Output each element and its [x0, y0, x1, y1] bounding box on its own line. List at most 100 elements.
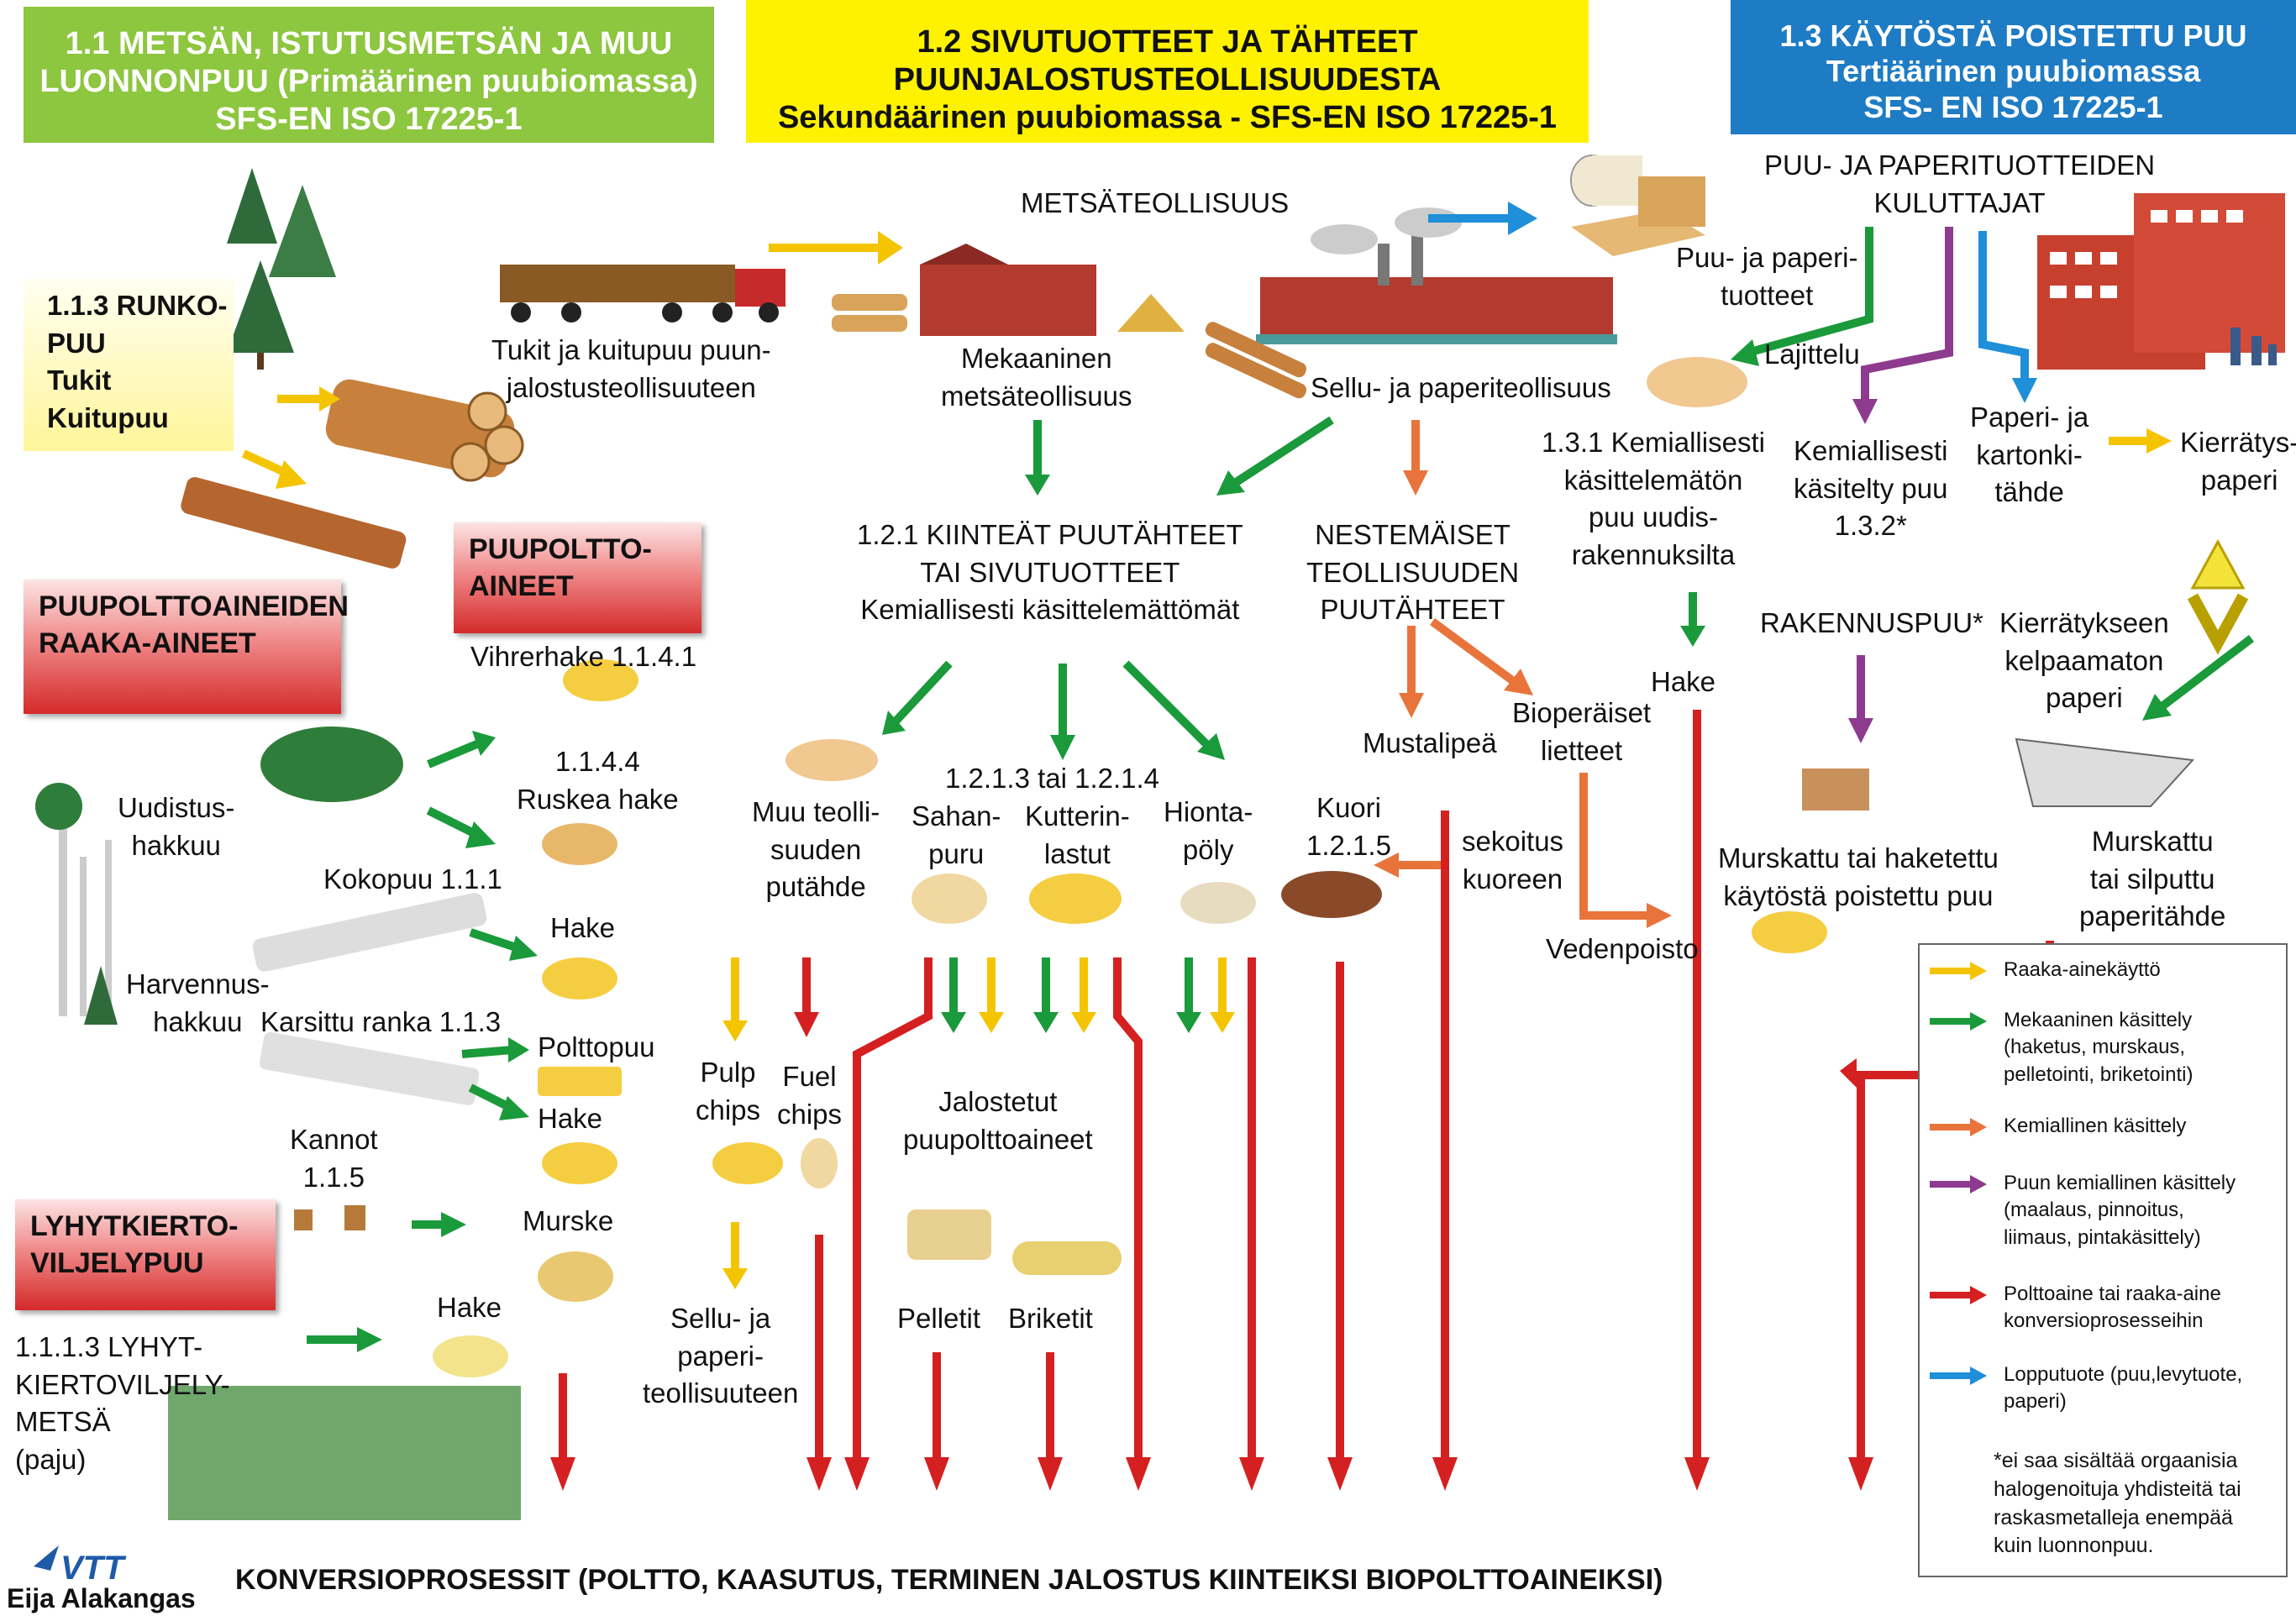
crushed-used-wood-label: Murskattu tai haketettu käytöstä poistet…	[1718, 842, 1999, 911]
logs-icon	[1205, 322, 1307, 399]
green-arrow-icon	[1930, 1012, 1987, 1031]
legend-text: Kemiallinen käsittely	[2004, 1115, 2187, 1137]
header-primary-line2: LUONNONPUU (Primäärinen puubiomassa)	[39, 63, 698, 99]
apartment-buildings-icon	[2037, 193, 2285, 370]
header-primary-line1: 1.1 METSÄN, ISTUTUSMETSÄN JA MUU	[65, 26, 673, 61]
black-liquor-label: Mustalipeä	[1363, 727, 1497, 758]
whole-tree-bundle-icon	[252, 893, 487, 972]
furniture-icon	[1802, 769, 1869, 810]
to-pulp-paper-industry-label: Sellu- ja paperi- teollisuuteen	[643, 1303, 799, 1409]
green-chips-pile-icon	[260, 727, 403, 802]
short-rotation-forest-label: 1.1.1.3 LYHYT- KIERTOVILJELY- METSÄ (paj…	[15, 1331, 230, 1475]
recycled-paper-label: Kierrätys- paperi	[2180, 427, 2296, 496]
solid-residues-label: 1.2.1 KIINTEÄT PUUTÄHTEET TAI SIVUTUOTTE…	[857, 519, 1243, 626]
wood-paper-products-label: Puu- ja paperi- tuotteet	[1676, 242, 1858, 311]
sawdust-label: Sahan- puru	[912, 800, 1001, 869]
vtt-logo-text: VTT	[60, 1550, 127, 1587]
other-industry-residue-label: Muu teolli- suuden putähde	[752, 796, 880, 903]
legend-text: Puun kemiallinen käsittely (maalaus, pin…	[2004, 1172, 2236, 1249]
briquettes-label: Briketit	[1008, 1303, 1093, 1334]
orange-arrows	[1374, 420, 1672, 928]
recycle-symbol-icon	[2187, 538, 2249, 655]
delimbed-stem-bundle-icon	[259, 1031, 480, 1105]
header-secondary-biomass: 1.2 SIVUTUOTTEET JA TÄHTEET PUUNJALOSTUS…	[746, 0, 1589, 143]
legend-text: Polttoaine tai raaka-aine konversioprose…	[2004, 1283, 2221, 1333]
header-primary-biomass: 1.1 METSÄN, ISTUTUSMETSÄN JA MUU LUONNON…	[24, 7, 714, 143]
conversion-processes-title: KONVERSIOPROSESSIT (POLTTO, KAASUTUS, TE…	[235, 1564, 1663, 1596]
chips-label-3: Hake	[538, 1103, 603, 1134]
legend-text: Mekaaninen käsittely (haketus, murskaus,…	[2004, 1009, 2194, 1086]
stumps-label: Kannot 1.1.5	[290, 1124, 378, 1193]
chips-tertiary-label: Hake	[1651, 666, 1716, 697]
short-rotation-box: LYHYTKIERTO- VILJELYPUU	[15, 1199, 276, 1310]
dewatering-label: Vedenpoisto	[1546, 933, 1699, 964]
pulpwood-pile-icon	[181, 476, 407, 569]
wood-fuels-box: PUUPOLTTO- AINEET	[454, 522, 701, 633]
non-recyclable-paper-label: Kierrätykseen kelpaamaton paperi	[1999, 607, 2169, 714]
timber-truck-icon	[500, 265, 785, 323]
regeneration-felling-label: Uudistus- hakkuu	[118, 792, 235, 861]
crushed-wood-label: Murske	[523, 1205, 614, 1236]
runkopuu-box: 1.1.3 RUNKO- PUU Tukit Kuitupuu	[24, 279, 234, 451]
green-arrows	[307, 227, 2255, 1352]
header-tertiary-line2: Tertiäärinen puubiomassa	[1826, 54, 2201, 89]
thinning-label: Harvennus- hakkuu	[126, 968, 270, 1037]
purple-arrows	[1848, 227, 1953, 743]
sanding-dust-label: Hionta- pöly	[1164, 796, 1253, 865]
orange-arrow-icon	[1930, 1118, 1987, 1136]
legend-text: Raaka-ainekäyttö	[2004, 958, 2161, 981]
family-icon	[2230, 328, 2277, 365]
planer-shavings-label: Kutterin- lastut	[1025, 800, 1130, 869]
whole-tree-label: Kokopuu 1.1.1	[323, 863, 502, 894]
author-label: Eija Alakangas	[7, 1583, 196, 1613]
chips-icons	[433, 357, 2195, 1377]
header-secondary-line1: 1.2 SIVUTUOTTEET JA TÄHTEET	[917, 24, 1418, 60]
blue-arrows	[1428, 202, 2037, 403]
blue-arrow-icon	[1930, 1367, 1987, 1385]
logs-to-industry-label: Tukit ja kuitupuu puun- jalostusteollisu…	[491, 334, 771, 403]
vtt-logo-icon: VTT	[34, 1545, 127, 1587]
legend: Raaka-ainekäyttö Mekaaninen käsittely (h…	[1918, 943, 2288, 1577]
raw-materials-box: PUUPOLTTOAINEIDEN RAAKA-AINEET	[24, 580, 349, 714]
pellets-label: Pelletit	[897, 1303, 981, 1334]
fuel-chips-label: Fuel chips	[777, 1061, 843, 1130]
legend-text: Lopputuote (puu,levytuote, paperi)	[2004, 1363, 2243, 1414]
purple-arrow-icon	[1930, 1175, 1987, 1193]
pulp-mill-icon	[1256, 207, 1617, 344]
spruce-trees-icon	[227, 168, 336, 370]
yellow-arrow-icon	[1930, 962, 1987, 980]
pulp-paper-industry-label: Sellu- ja paperiteollisuus	[1311, 372, 1611, 403]
treated-wood-label: Kemiallisesti käsitelty puu 1.3.2*	[1794, 435, 1948, 542]
red-arrow-icon	[1930, 1286, 1987, 1304]
paper-board-residue-label: Paperi- ja kartonki- tähde	[1970, 401, 2089, 508]
liquid-residues-label: NESTEMÄISET TEOLLISUUDEN PUUTÄHTEET	[1306, 519, 1520, 626]
log-pile-icon	[325, 379, 524, 482]
construction-wood-label: RAKENNUSPUU*	[1760, 607, 1983, 638]
header-tertiary-line1: 1.3 KÄYTÖSTÄ POISTETTU PUU	[1779, 18, 2247, 53]
mechanical-industry-label: Mekaaninen metsäteollisuus	[941, 343, 1132, 412]
untreated-demolition-wood-label: 1.3.1 Kemiallisesti käsittelemätön puu u…	[1542, 427, 1765, 570]
header-secondary-line3: Sekundäärinen puubiomassa - SFS-EN ISO 1…	[777, 99, 1558, 135]
green-chips-label: Vihrerhake 1.1.4.1	[470, 641, 697, 672]
chips-label-4: Hake	[437, 1292, 502, 1323]
header-tertiary-line3: SFS- EN ISO 17225-1	[1863, 89, 2163, 124]
header-primary-line3: SFS-EN ISO 17225-1	[215, 101, 523, 137]
yellow-arrows	[241, 231, 2172, 1289]
sawdust-code-label: 1.2.1.3 tai 1.2.1.4	[945, 763, 1160, 794]
header-secondary-line2: PUUNJALOSTUSTEOLLISUUDESTA	[893, 61, 1442, 97]
lumber-stack-icon	[1571, 176, 1705, 256]
forest-industry-label: METSÄTEOLLISUUS	[1021, 187, 1290, 218]
red-arrows	[550, 710, 2054, 1491]
sawmill-icon	[832, 244, 1185, 336]
firewood-label: Polttopuu	[538, 1031, 655, 1062]
brown-chips-label: 1.1.4.4 Ruskea hake	[517, 746, 679, 815]
chips-label-2: Hake	[550, 912, 616, 943]
legend-footnote: *ei saa sisältää orgaanisia halogenoituj…	[1994, 1449, 2241, 1558]
sludges-label: Bioperäiset lietteet	[1512, 697, 1652, 766]
pulp-chips-label: Pulp chips	[696, 1057, 761, 1125]
bark-label: Kuori 1.2.1.5	[1306, 792, 1391, 861]
willow-field-icon	[168, 1386, 521, 1520]
shredded-paper-label: Murskattu tai silputtu paperitähde	[2079, 826, 2226, 932]
refined-wood-fuels-label: Jalostetut puupolttoaineet	[903, 1086, 1093, 1155]
